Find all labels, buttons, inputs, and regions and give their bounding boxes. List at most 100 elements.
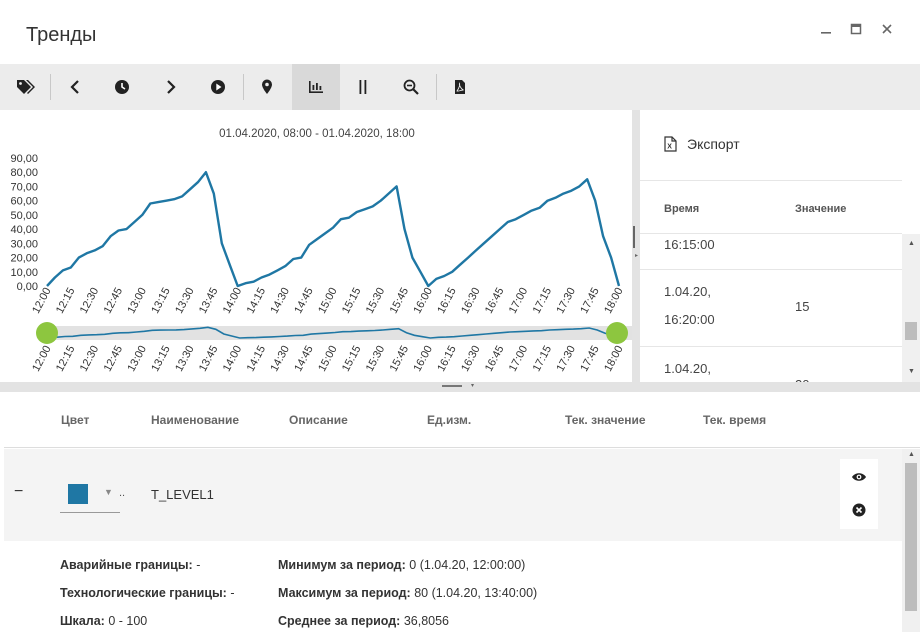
current-time-column-header[interactable]: Тек. время [703, 413, 767, 427]
splitter-handle[interactable] [633, 226, 635, 248]
x-axis-ticks: 12:00 12:15 12:30 12:45 13:00 13:15 13:30 13:45… [30, 286, 626, 316]
overview-x-tick-label: 17:45 [578, 344, 602, 374]
color-column-header[interactable]: Цвет [61, 413, 90, 427]
tag-row[interactable]: − ▼ .. T_LEVEL1 [4, 449, 902, 541]
trend-chart[interactable]: 01.04.2020, 08:00 - 01.04.2020, 18:00 90… [4, 112, 632, 382]
x-tick-label: 17:15 [531, 286, 555, 316]
alarm-limits-label: Аварийные границы: [60, 558, 193, 572]
current-value-column-header[interactable]: Тек. значение [565, 413, 646, 427]
clock-button[interactable] [99, 64, 145, 110]
y-tick-label: 20,00 [10, 253, 38, 265]
overview-x-tick-label: 17:00 [507, 344, 531, 374]
x-tick-label: 13:45 [197, 286, 221, 316]
eye-icon [852, 473, 866, 481]
y-tick-label: 60,00 [10, 196, 38, 208]
color-picker[interactable]: ▼ .. [60, 471, 125, 513]
clock-icon [115, 80, 129, 94]
chart-date-range: 01.04.2020, 08:00 - 01.04.2020, 18:00 [219, 128, 415, 140]
next-button[interactable] [148, 64, 194, 110]
export-button[interactable]: X Экспорт [664, 136, 740, 152]
close-icon [882, 24, 892, 34]
marker-button[interactable] [244, 64, 290, 110]
overview-x-tick-label: 14:45 [292, 344, 316, 374]
y-tick-label: 10,00 [10, 267, 38, 279]
name-column-header[interactable]: Наименование [151, 413, 240, 427]
values-table-header: Время Значение [640, 180, 902, 234]
x-tick-label: 18:00 [602, 286, 626, 316]
visibility-button[interactable] [851, 470, 867, 488]
overview-x-tick-label: 15:45 [388, 344, 412, 374]
overview-x-tick-label: 15:15 [340, 344, 364, 374]
scroll-up-icon[interactable]: ▲ [908, 240, 915, 247]
bar-chart-button[interactable] [292, 64, 340, 110]
color-swatch [68, 484, 88, 504]
x-tick-label: 15:00 [316, 286, 340, 316]
period-min: Минимум за период: 0 (1.04.20, 12:00:00) [278, 558, 525, 572]
x-tick-label: 14:15 [245, 286, 269, 316]
scroll-up-icon[interactable]: ▲ [908, 451, 915, 458]
x-tick-label: 16:30 [459, 286, 483, 316]
navigator-series-line [48, 326, 622, 339]
value-column-header[interactable]: Значение [795, 203, 847, 215]
overview-x-tick-label: 12:30 [78, 344, 102, 374]
overview-x-tick-label: 12:00 [30, 344, 54, 374]
time-column-header[interactable]: Время [664, 203, 700, 215]
y-tick-label: 80,00 [10, 167, 38, 179]
overview-x-tick-label: 14:00 [221, 344, 245, 374]
tech-limits-label: Технологические границы: [60, 586, 227, 600]
overview-x-axis-ticks: 12:00 12:15 12:30 12:45 13:00 13:15 13:30 13:45… [30, 344, 626, 374]
scroll-down-icon[interactable]: ▼ [908, 368, 915, 375]
overview-x-tick-label: 15:00 [316, 344, 340, 374]
table-row[interactable]: 1.04.20, 16:20:00 15 [640, 270, 902, 347]
overview-x-tick-label: 17:30 [554, 344, 578, 374]
maximize-button[interactable] [846, 22, 866, 38]
vertical-splitter[interactable]: ▸ [632, 110, 640, 384]
tag-details: Аварийные границы: - Технологические гра… [4, 541, 902, 632]
x-tick-label: 16:45 [483, 286, 507, 316]
close-button[interactable] [877, 22, 897, 38]
x-tick-label: 12:15 [54, 286, 78, 316]
remove-button[interactable] [852, 503, 866, 522]
period-max-value: 80 (1.04.20, 13:40:00) [414, 586, 538, 600]
table-row[interactable]: 16:15:00 [640, 234, 902, 270]
period-avg-value: 36,8056 [403, 614, 450, 628]
x-tick-label: 14:30 [268, 286, 292, 316]
chart-pane: 01.04.2020, 08:00 - 01.04.2020, 18:00 90… [4, 112, 632, 382]
period-max: Максимум за период: 80 (1.04.20, 13:40:0… [278, 586, 537, 600]
x-tick-label: 13:15 [149, 286, 173, 316]
overview-navigator [36, 322, 632, 344]
x-tick-label: 17:45 [578, 286, 602, 316]
map-marker-icon [262, 79, 272, 94]
horizontal-splitter[interactable]: ▾ [0, 382, 920, 392]
alarm-limits-value: - [196, 558, 201, 572]
export-label: Экспорт [687, 136, 740, 152]
collapse-toggle[interactable]: − [14, 483, 24, 500]
grid-scrollbar[interactable]: ▲ [902, 449, 920, 632]
scrollbar-thumb[interactable] [905, 322, 917, 340]
play-button[interactable] [195, 64, 241, 110]
tech-limits: Технологические границы: - [60, 586, 235, 600]
zoom-out-button[interactable] [388, 64, 434, 110]
splitter-handle[interactable] [442, 385, 462, 387]
tags-button[interactable] [3, 64, 49, 110]
table-row[interactable]: 1.04.20, 20 [640, 347, 902, 382]
values-scrollbar[interactable]: ▲ ▼ [902, 234, 920, 382]
row-time: 16:20:00 [664, 312, 715, 327]
x-tick-label: 14:00 [221, 286, 245, 316]
pdf-button[interactable] [437, 64, 483, 110]
overview-x-tick-label: 14:30 [268, 344, 292, 374]
x-tick-label: 15:30 [364, 286, 388, 316]
vertical-lines-icon [359, 80, 367, 94]
period-min-label: Минимум за период: [278, 558, 406, 572]
overview-x-tick-label: 16:30 [459, 344, 483, 374]
vertical-lines-button[interactable] [340, 64, 386, 110]
description-column-header[interactable]: Описание [289, 413, 348, 427]
period-avg: Среднее за период: 36,8056 [278, 614, 449, 628]
x-tick-label: 12:30 [78, 286, 102, 316]
remove-circle-icon [852, 503, 866, 517]
scrollbar-thumb[interactable] [905, 463, 917, 611]
minimize-button[interactable] [816, 22, 836, 38]
prev-button[interactable] [52, 64, 98, 110]
unit-column-header[interactable]: Ед.изм. [427, 413, 472, 427]
y-tick-label: 70,00 [10, 181, 38, 193]
